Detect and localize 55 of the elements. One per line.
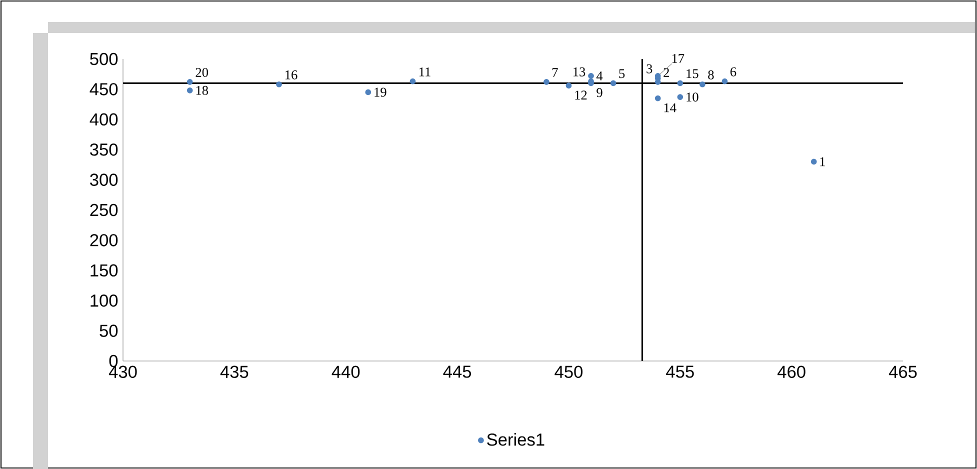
y-tick-label: 200 bbox=[90, 234, 118, 246]
point bbox=[186, 79, 193, 85]
point bbox=[677, 94, 684, 100]
x-tick-label: 435 bbox=[220, 366, 248, 378]
point bbox=[588, 72, 594, 79]
y-tick-label: 150 bbox=[90, 264, 118, 277]
y-tick-label: 450 bbox=[90, 83, 118, 96]
x-tick-label: 450 bbox=[554, 366, 583, 378]
annotation: 14 bbox=[664, 103, 676, 112]
annotation: 1 bbox=[820, 157, 825, 166]
x-tick-label: 440 bbox=[332, 366, 360, 378]
annotation: 17 bbox=[672, 54, 684, 63]
y-tick-label: 0 bbox=[109, 354, 118, 368]
annotation: 8 bbox=[708, 70, 714, 80]
annotation: 5 bbox=[619, 69, 625, 78]
y-tick-label: 250 bbox=[90, 204, 118, 216]
x-tick-label: 460 bbox=[778, 366, 806, 378]
point bbox=[410, 78, 416, 84]
annotation: 12 bbox=[575, 90, 587, 100]
y-tick-label: 50 bbox=[100, 324, 118, 337]
point bbox=[722, 78, 728, 84]
point bbox=[186, 87, 193, 94]
annotation: 15 bbox=[686, 69, 698, 78]
y-tick-label: 500 bbox=[90, 52, 118, 66]
point bbox=[654, 95, 661, 102]
point bbox=[543, 79, 550, 85]
x-tick-label: 430 bbox=[108, 366, 137, 378]
annotation: 9 bbox=[596, 88, 602, 98]
point bbox=[365, 89, 372, 96]
y-tick-label: 350 bbox=[90, 143, 118, 156]
annotation: 11 bbox=[419, 67, 430, 76]
annotation: 2 bbox=[664, 68, 669, 77]
x-tick-label: 465 bbox=[888, 366, 917, 378]
point bbox=[677, 80, 684, 86]
annotation: 3 bbox=[646, 64, 652, 74]
annotation: 19 bbox=[374, 88, 386, 97]
y-tick-label: 300 bbox=[90, 174, 118, 186]
y-tick-label: 100 bbox=[90, 294, 118, 307]
annotation: 20 bbox=[196, 68, 208, 77]
x-tick-label: 455 bbox=[666, 366, 694, 378]
annotation: 13 bbox=[574, 67, 586, 76]
annotation: 7 bbox=[552, 68, 558, 77]
legend-label: Series1 bbox=[487, 433, 544, 446]
point bbox=[566, 82, 572, 89]
annotation: 16 bbox=[286, 70, 298, 80]
y-tick-label: 400 bbox=[90, 113, 118, 126]
annotation: 6 bbox=[730, 67, 736, 76]
point bbox=[810, 158, 817, 165]
annotation: 4 bbox=[596, 72, 603, 80]
annotation: 18 bbox=[196, 86, 208, 95]
point bbox=[276, 81, 282, 88]
annotation: 10 bbox=[686, 92, 698, 102]
x-tick-label: 445 bbox=[443, 366, 472, 378]
point bbox=[610, 80, 616, 86]
point bbox=[699, 81, 706, 88]
